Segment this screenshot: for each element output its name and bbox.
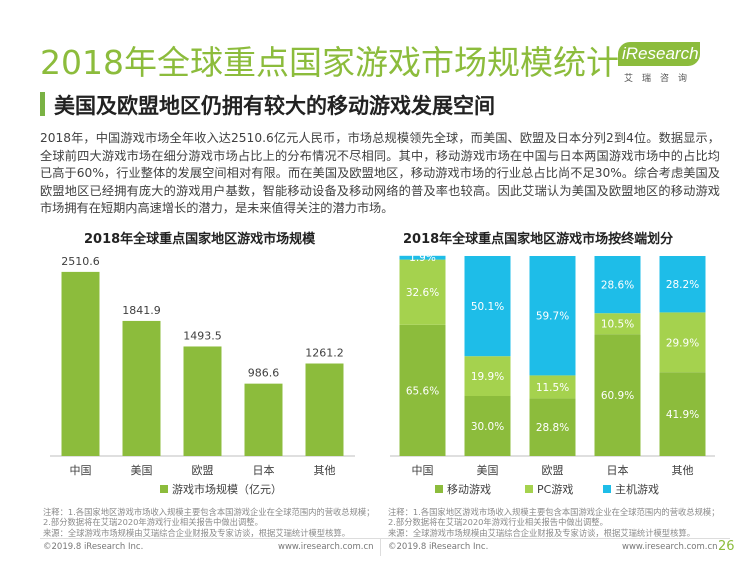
legend-label-market-size: 游戏市场规模（亿元） <box>172 482 282 496</box>
right-notes: 注释：1.各国家地区游戏市场收入规模主要包含本国游戏企业在全球范围内的营收总规模… <box>388 507 720 538</box>
segment-label: 60.9% <box>601 390 634 402</box>
market-size-bar-chart: 2510.6 中国 1841.9 美国 1493.5 欧盟 986.6 日本 1261.2 其他游… <box>50 255 355 496</box>
segment-0-4 <box>659 372 706 456</box>
segment-label: 59.7% <box>536 311 569 323</box>
bar-1 <box>122 320 161 456</box>
segment-label: 65.6% <box>406 385 439 397</box>
terminal-share-stacked-chart: 65.6% 32.6% 1.9% 中国 30.0% 19.9% 50.1% 美国 28.8% 11… <box>390 252 715 496</box>
legend-swatch-0 <box>435 485 443 493</box>
segment-label: 29.9% <box>666 337 699 349</box>
bar-value-label: 2510.6 <box>61 255 100 268</box>
segment-2-4 <box>659 256 706 313</box>
segment-label: 28.8% <box>536 422 569 434</box>
legend-label-2: 主机游戏 <box>615 482 659 496</box>
x-tick-label: 日本 <box>253 463 275 477</box>
segment-2-2 <box>529 256 576 376</box>
segment-1-4 <box>659 312 706 373</box>
legend-swatch-1 <box>525 485 533 493</box>
subtitle-accent-bar <box>40 92 45 116</box>
segment-1-0 <box>399 259 446 325</box>
legend-label-0: 移动游戏 <box>447 483 491 496</box>
right-note-line: 2.部分数据将在艾瑞2020年游戏行业相关报告中做出调整。 <box>388 517 608 528</box>
segment-label: 10.5% <box>601 319 634 331</box>
segment-1-1 <box>464 356 511 396</box>
segment-2-3 <box>594 256 641 314</box>
segment-label: 41.9% <box>666 409 699 421</box>
left-note-line: 2.部分数据将在艾瑞2020年游戏行业相关报告中做出调整。 <box>43 517 263 528</box>
page-title: 2018年全球重点国家游戏市场规模统计 <box>40 43 619 82</box>
x-tick-label: 其他 <box>672 464 694 477</box>
bar-3 <box>244 383 283 456</box>
segment-label: 28.6% <box>601 280 634 292</box>
segment-label: 50.1% <box>471 301 504 313</box>
iresearch-logo: iResearch 艾瑞咨询 <box>618 42 706 86</box>
x-tick-label: 中国 <box>70 464 92 477</box>
bar-value-label: 1261.2 <box>305 347 344 360</box>
bar-2 <box>183 346 222 456</box>
segment-label: 1.9% <box>409 252 436 264</box>
bar-value-label: 986.6 <box>248 367 280 380</box>
segment-0-3 <box>594 334 641 456</box>
right-note-line: 来源：全球游戏市场规模由艾瑞综合企业财报及专家访谈，根据艾瑞统计模型核算。 <box>388 527 695 538</box>
segment-label: 11.5% <box>536 382 569 394</box>
x-tick-label: 中国 <box>412 464 434 477</box>
website-link-left[interactable]: www.iresearch.com.cn <box>278 542 374 552</box>
x-tick-label: 欧盟 <box>542 464 564 477</box>
segment-label: 30.0% <box>471 421 504 433</box>
left-note-line: 注释：1.各国家地区游戏市场收入规模主要包含本国游戏企业在全球范围内的营收总规模… <box>43 507 375 517</box>
segment-0-0 <box>399 324 446 456</box>
footer-middle-divider <box>380 538 381 556</box>
x-tick-label: 美国 <box>131 464 153 477</box>
left-notes: 注释：1.各国家地区游戏市场收入规模主要包含本国游戏企业在全球范围内的营收总规模… <box>43 507 375 538</box>
x-tick-label: 日本 <box>607 463 629 477</box>
bar-0 <box>61 271 100 456</box>
copyright-right: ©2019.8 iResearch Inc. <box>388 542 489 552</box>
x-tick-label: 其他 <box>314 464 336 477</box>
bar-4 <box>305 363 344 456</box>
segment-1-3 <box>594 313 641 335</box>
segment-1-2 <box>529 375 576 399</box>
legend-swatch-2 <box>603 485 611 493</box>
segment-2-0 <box>399 255 446 260</box>
logo-subtext: 艾瑞咨询 <box>624 74 697 84</box>
left-chart-title: 2018年全球重点国家地区游戏市场规模 <box>84 232 316 247</box>
website-link-right[interactable]: www.iresearch.com.cn <box>622 542 718 552</box>
segment-2-1 <box>464 256 511 357</box>
segment-0-1 <box>464 396 511 456</box>
left-note-line: 来源：全球游戏市场规模由艾瑞综合企业财报及专家访谈，根据艾瑞统计模型核算。 <box>43 527 350 538</box>
logo-badge <box>618 42 700 66</box>
segment-0-2 <box>529 398 576 456</box>
segment-label: 19.9% <box>471 371 504 383</box>
segment-label: 32.6% <box>406 287 439 299</box>
x-tick-label: 欧盟 <box>192 464 214 477</box>
page-number: 26 <box>718 539 735 554</box>
summary-paragraph: 2018年，中国游戏市场全年收入达2510.6亿元人民币，市场总规模领先全球，而… <box>40 131 720 216</box>
segment-label: 28.2% <box>666 279 699 291</box>
logo-text: iResearch <box>622 44 699 63</box>
bar-value-label: 1841.9 <box>122 304 161 317</box>
bar-value-label: 1493.5 <box>183 329 222 342</box>
copyright-left: ©2019.8 iResearch Inc. <box>43 542 144 552</box>
footer-divider <box>40 538 730 539</box>
page-subtitle: 美国及欧盟地区仍拥有较大的移动游戏发展空间 <box>54 94 495 118</box>
right-note-line: 注释：1.各国家地区游戏市场收入规模主要包含本国游戏企业在全球范围内的营收总规模… <box>388 507 720 517</box>
legend-label-1: PC游戏 <box>537 483 573 496</box>
right-chart-title: 2018年全球重点国家地区游戏市场按终端划分 <box>403 232 674 247</box>
legend-swatch-market-size <box>160 485 168 493</box>
x-tick-label: 美国 <box>477 464 499 477</box>
